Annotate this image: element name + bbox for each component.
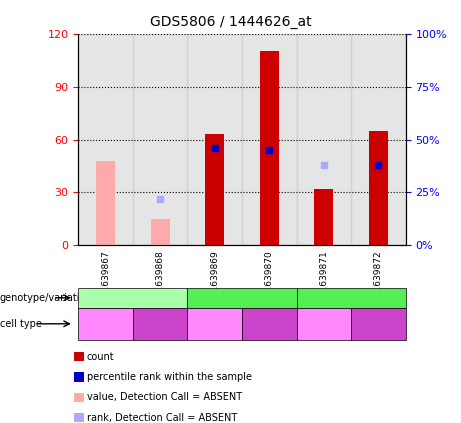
Bar	[260, 52, 279, 245]
Text: count: count	[87, 352, 114, 362]
Text: KSL
hematopoi
etic stem
progenitors: KSL hematopoi etic stem progenitors	[144, 313, 176, 335]
Bar	[78, 34, 133, 245]
Bar	[133, 34, 188, 245]
Text: cell type: cell type	[0, 319, 42, 329]
Text: genotype/variation: genotype/variation	[0, 293, 93, 303]
Bar	[242, 34, 296, 245]
Text: KSL
hematopoi
etic stem
progenitors: KSL hematopoi etic stem progenitors	[363, 313, 394, 335]
Text: percentile rank within the sample: percentile rank within the sample	[87, 372, 252, 382]
Bar	[314, 189, 333, 245]
Bar	[205, 135, 225, 245]
Text: value, Detection Call = ABSENT: value, Detection Call = ABSENT	[87, 392, 242, 402]
Bar	[296, 34, 351, 245]
Text: granulocyte
/monocyte
progenitors: granulocyte /monocyte progenitors	[198, 316, 231, 332]
Text: KSL
hematopoi
etic stem
progenitors: KSL hematopoi etic stem progenitors	[254, 313, 285, 335]
Text: GDS5806 / 1444626_at: GDS5806 / 1444626_at	[150, 15, 311, 29]
Bar	[369, 131, 388, 245]
Text: rank, Detection Call = ABSENT: rank, Detection Call = ABSENT	[87, 412, 237, 423]
Bar	[351, 34, 406, 245]
Text: wild type: wild type	[112, 293, 154, 302]
Text: FLT3/ITD: FLT3/ITD	[223, 293, 261, 302]
Bar	[151, 219, 170, 245]
Text: granulocyte
e/monocyt
e progenitors: granulocyte e/monocyt e progenitors	[87, 316, 124, 332]
Bar	[96, 161, 115, 245]
Text: granulocyte
/monocyte
progenitors: granulocyte /monocyte progenitors	[307, 316, 340, 332]
Text: FLT3/ITD-SmoM2: FLT3/ITD-SmoM2	[314, 293, 388, 302]
Bar	[188, 34, 242, 245]
